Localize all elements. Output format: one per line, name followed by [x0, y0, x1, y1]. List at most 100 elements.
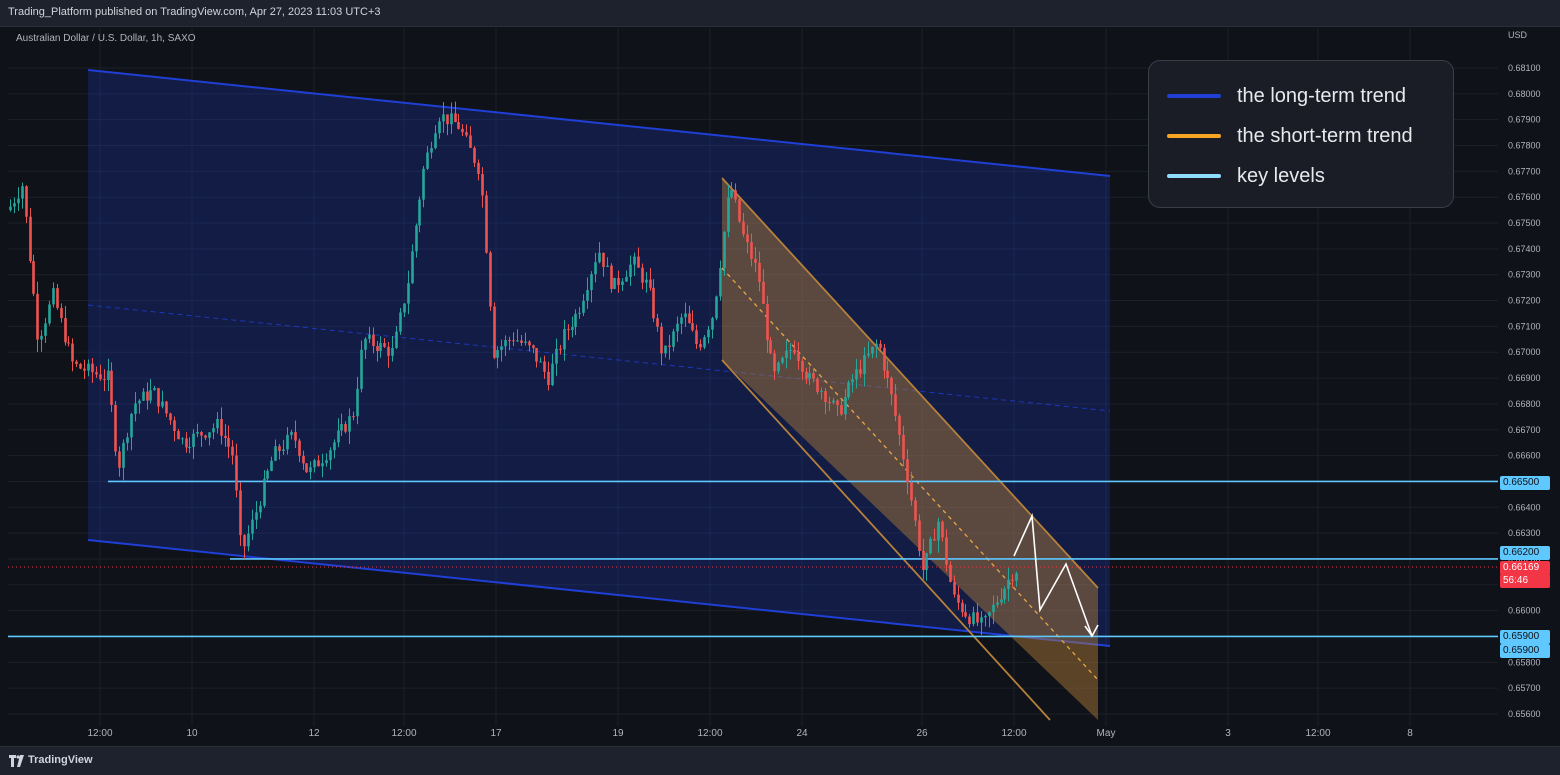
candle-body-150 — [594, 262, 597, 275]
candle-body-24 — [103, 379, 106, 381]
symbol-label: Australian Dollar / U.S. Dollar, 1h, SAX… — [16, 33, 196, 44]
candle-body-41 — [169, 413, 172, 421]
y-tick-label-5: 0.67600 — [1508, 192, 1541, 202]
candle-body-213 — [840, 405, 843, 415]
candle-body-38 — [157, 388, 160, 407]
legend-swatch-short-term — [1167, 134, 1221, 138]
candle-body-9 — [44, 323, 47, 336]
candle-body-249 — [980, 617, 983, 623]
currency-label: USD — [1508, 30, 1528, 40]
price-tag-level-1: 0.66500 — [1500, 476, 1550, 490]
candle-body-113 — [450, 113, 453, 125]
candle-body-46 — [188, 446, 191, 448]
candle-body-141 — [559, 348, 562, 350]
candle-body-255 — [1003, 588, 1006, 600]
candle-body-26 — [110, 370, 113, 405]
candle-body-137 — [543, 361, 546, 372]
y-tick-label-11: 0.67000 — [1508, 347, 1541, 357]
candle-body-55 — [224, 435, 227, 439]
candle-body-62 — [251, 519, 254, 534]
candle-body-209 — [824, 391, 827, 402]
candle-body-188 — [742, 221, 745, 235]
candle-body-124 — [493, 306, 496, 358]
candle-body-3 — [21, 186, 24, 199]
y-tick-label-3: 0.67800 — [1508, 141, 1541, 151]
publish-bar: Trading_Platform published on TradingVie… — [0, 0, 1560, 27]
candle-body-63 — [255, 512, 258, 520]
candle-body-101 — [403, 303, 406, 313]
candle-body-220 — [867, 353, 870, 356]
candle-body-248 — [976, 612, 979, 623]
y-tick-label-17: 0.66400 — [1508, 502, 1541, 512]
candle-body-179 — [707, 329, 710, 338]
candle-body-245 — [964, 612, 967, 617]
candle-body-72 — [290, 432, 293, 435]
candle-body-216 — [851, 379, 854, 383]
candle-body-191 — [754, 258, 757, 263]
candle-body-15 — [67, 342, 70, 344]
candle-body-258 — [1015, 573, 1018, 581]
candle-body-71 — [286, 434, 289, 450]
x-tick-label-11: 3 — [1225, 728, 1231, 739]
candle-body-98 — [391, 347, 394, 356]
x-tick-label-4: 17 — [490, 728, 502, 739]
candle-body-85 — [340, 423, 343, 431]
candle-body-80 — [321, 463, 324, 467]
candle-body-83 — [333, 442, 336, 451]
x-tick-label-1: 10 — [186, 728, 198, 739]
candle-body-8 — [40, 335, 43, 340]
x-tick-label-3: 12:00 — [391, 728, 416, 739]
candle-body-6 — [32, 261, 35, 294]
candle-body-68 — [274, 446, 277, 461]
candle-body-160 — [633, 256, 636, 265]
candle-body-184 — [727, 197, 730, 232]
candle-body-226 — [890, 377, 893, 395]
candle-body-210 — [828, 401, 831, 403]
candle-body-144 — [571, 327, 574, 330]
price-tag-countdown: 56:46 — [1500, 574, 1550, 588]
y-tick-label-4: 0.67700 — [1508, 166, 1541, 176]
candle-body-112 — [446, 114, 449, 125]
candle-body-64 — [259, 505, 262, 513]
candle-body-199 — [785, 350, 788, 358]
candle-body-176 — [695, 330, 698, 344]
chart-area[interactable]: 0.68100 0.68000 0.67900 0.67800 0.67700 0.676… — [8, 28, 1560, 746]
candle-body-82 — [329, 450, 332, 461]
candle-body-148 — [586, 290, 589, 301]
candle-body-29 — [122, 442, 125, 468]
candle-body-195 — [769, 340, 772, 354]
candle-body-228 — [898, 415, 901, 435]
candle-body-131 — [520, 340, 523, 343]
candle-body-53 — [216, 418, 219, 429]
x-tick-label-8: 26 — [916, 728, 928, 739]
chart-canvas[interactable]: 0.68100 0.68000 0.67900 0.67800 0.67700 0.676… — [8, 28, 1560, 746]
candle-body-171 — [676, 323, 679, 332]
candle-body-145 — [574, 313, 577, 328]
x-tick-label-12: 12:00 — [1305, 728, 1330, 739]
x-tick-label-10: May — [1097, 728, 1116, 739]
candle-body-230 — [906, 459, 909, 483]
candle-body-187 — [738, 199, 741, 222]
candle-body-130 — [516, 340, 519, 342]
candle-body-163 — [645, 279, 648, 283]
y-tick-label-12: 0.66900 — [1508, 373, 1541, 383]
candle-body-134 — [532, 345, 535, 348]
candle-body-132 — [524, 341, 527, 343]
candle-body-198 — [781, 357, 784, 363]
short-term-channel-median — [721, 267, 1099, 681]
candle-body-109 — [434, 133, 437, 149]
candle-body-185 — [730, 190, 733, 198]
candle-body-242 — [953, 581, 956, 595]
candle-body-122 — [485, 195, 488, 253]
candle-body-252 — [992, 604, 995, 613]
legend-swatch-long-term — [1167, 94, 1221, 98]
legend-item-key-levels: key levels — [1167, 161, 1325, 191]
candle-body-154 — [610, 265, 613, 289]
candle-body-180 — [711, 318, 714, 330]
candle-body-90 — [360, 349, 363, 389]
candle-body-231 — [910, 482, 913, 501]
candle-body-200 — [789, 349, 792, 351]
candle-body-202 — [797, 352, 800, 361]
candle-body-152 — [602, 252, 605, 267]
candle-body-96 — [383, 343, 386, 347]
